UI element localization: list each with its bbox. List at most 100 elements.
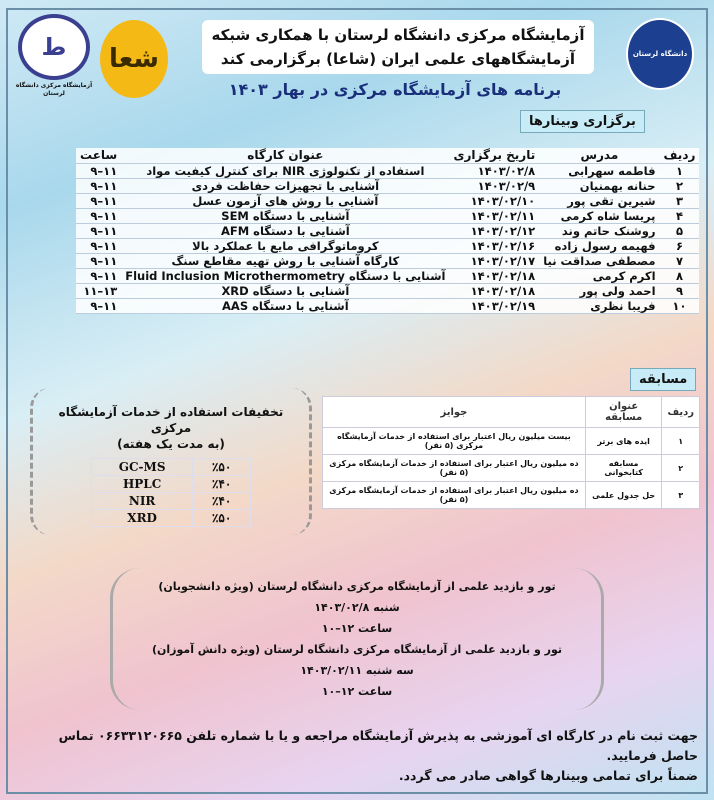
tour-line: سه شنبه ۱۴۰۳/۰۲/۱۱	[300, 664, 414, 677]
workshop-title: آشنایی با دستگاه XRD	[121, 283, 450, 299]
row-number: ۳	[659, 193, 700, 209]
time: ۹–۱۱	[76, 193, 122, 209]
col-header: ردیف	[659, 148, 700, 164]
time: ۹–۱۱	[76, 238, 122, 254]
col-header: مدرس	[539, 148, 660, 164]
instructor: مصطفی صداقت نیا	[539, 253, 660, 269]
table-header-row: ردیف عنوان مسابقه جوایز	[322, 396, 700, 428]
discount-percent: ٪۴۰	[192, 475, 251, 493]
prize: ده میلیون ریال اعتبار برای استفاده از خد…	[322, 454, 586, 482]
tour-line: تور و بازدید علمی از آزمایشگاه مرکزی دان…	[158, 580, 556, 593]
instructor: احمد ولی پور	[539, 283, 660, 299]
competition-title: ایده های برتر	[584, 427, 663, 455]
instructor: اکرم کرمی	[539, 268, 660, 284]
title-line-2: آزمایشگاههای علمی ایران (شاعا) برگزارمی …	[220, 50, 576, 68]
footer-registration-text: جهت ثبت نام در کارگاه ای آموزشی به پذیرش…	[58, 728, 698, 763]
instructor: فاطمه سهرابی	[539, 163, 660, 179]
row-number: ۷	[659, 253, 700, 269]
university-logo-text: دانشگاه لرستان	[632, 50, 688, 58]
page-subtitle: برنامه های آزمایشگاه مرکزی در بهار ۱۴۰۳	[228, 80, 562, 99]
instructor: فهیمه رسول زاده	[539, 238, 660, 254]
competition-title: حل جدول علمی	[584, 481, 663, 509]
tour-line: شنبه ۱۴۰۳/۰۲/۸	[314, 601, 400, 614]
webinars-tag: برگزاری وبینارها	[520, 110, 645, 133]
col-header: تاریخ برگزاری	[449, 148, 540, 164]
tour-line: ساعت ۱۲–۱۰	[321, 685, 393, 698]
date: ۱۴۰۳/۰۲/۸	[449, 163, 540, 179]
table-row: ۴ پریسا شاه کرمی ۱۴۰۳/۰۲/۱۱ آشنایی با دستگا…	[76, 208, 700, 224]
table-row: ۷ مصطفی صداقت نیا ۱۴۰۳/۰۲/۱۷ کارگاه آشنایی …	[76, 253, 700, 269]
prize: بیست میلیون ریال اعتبار برای استفاده از …	[322, 427, 586, 455]
shaa-logo: شعا	[100, 20, 168, 98]
table-row: HPLC ٪۴۰	[90, 475, 251, 493]
webinars-table: ردیف مدرس تاریخ برگزاری عنوان کارگاه ساع…	[76, 148, 700, 314]
title-box: آزمایشگاه مرکزی دانشگاه لرستان با همکاری…	[201, 20, 595, 74]
table-row: ۳ حل جدول علمی ده میلیون ریال اعتبار برای …	[322, 481, 700, 509]
table-row: ۸ اکرم کرمی ۱۴۰۳/۰۲/۱۸ آشنایی با دستگاه Flu…	[76, 268, 700, 284]
row-number: ۱۰	[659, 298, 700, 314]
table-row: ۹ احمد ولی پور ۱۴۰۳/۰۲/۱۸ آشنایی با دستگاه …	[76, 283, 700, 299]
title-line-1: آزمایشگاه مرکزی دانشگاه لرستان با همکاری…	[211, 26, 585, 44]
tour-line: تور و بازدید علمی از آزمایشگاه مرکزی دان…	[151, 643, 562, 656]
date: ۱۴۰۳/۰۲/۱۶	[449, 238, 540, 254]
table-row: ۱ ایده های برتر بیست میلیون ریال اعتبار بر…	[322, 427, 700, 455]
workshop-title: آشنایی با دستگاه Fluid Inclusion Microth…	[121, 268, 450, 284]
tour-line: ساعت ۱۲–۱۰	[321, 622, 393, 635]
table-row: GC-MS ٪۵۰	[90, 458, 251, 476]
table-row: ۱ فاطمه سهرابی ۱۴۰۳/۰۲/۸ استفاده از تکنولوژ…	[76, 163, 700, 179]
competition-tag: مسابقه	[630, 368, 697, 391]
row-number: ۱	[659, 163, 700, 179]
col-header: جوایز	[322, 396, 586, 428]
date: ۱۴۰۳/۰۲/۱۲	[449, 223, 540, 239]
discount-percent: ٪۵۰	[192, 509, 251, 527]
time: ۹–۱۱	[76, 208, 122, 224]
table-row: ۲ مسابقه کتابخوانی ده میلیون ریال اعتبار ب…	[322, 454, 700, 482]
instructor: حنانه بهمنیان	[539, 178, 660, 194]
row-number: ۶	[659, 238, 700, 254]
date: ۱۴۰۳/۰۲/۱۹	[449, 298, 540, 314]
tours-box: تور و بازدید علمی از آزمایشگاه مرکزی دان…	[110, 568, 604, 710]
table-header-row: ردیف مدرس تاریخ برگزاری عنوان کارگاه ساع…	[76, 148, 700, 164]
instrument: GC-MS	[90, 458, 194, 476]
footer-certificate-text: ضمناً برای تمامی وبینارها گواهی صادر می …	[398, 768, 698, 783]
date: ۱۴۰۳/۰۲/۱۰	[449, 193, 540, 209]
row-number: ۹	[659, 283, 700, 299]
table-row: ۵ روشنک حاتم وند ۱۴۰۳/۰۲/۱۲ آشنایی با دستگا…	[76, 223, 700, 239]
discounts-title: تخفیفات استفاده از خدمات آزمایشگاه مرکزی	[58, 405, 284, 435]
time: ۹–۱۱	[76, 298, 122, 314]
workshop-title: استفاده از تکنولوژی NIR برای کنترل کیفیت…	[121, 163, 450, 179]
col-header: ساعت	[76, 148, 122, 164]
footer: جهت ثبت نام در کارگاه ای آموزشی به پذیرش…	[18, 726, 698, 786]
row-number: ۴	[659, 208, 700, 224]
col-header: عنوان کارگاه	[121, 148, 450, 164]
time: ۹–۱۱	[76, 268, 122, 284]
table-row: ۱۰ فریبا نظری ۱۴۰۳/۰۲/۱۹ آشنایی با دستگاه A…	[76, 298, 700, 314]
title-area: آزمایشگاه مرکزی دانشگاه لرستان با همکاری…	[172, 20, 624, 74]
row-number: ۸	[659, 268, 700, 284]
instructor: روشنک حاتم وند	[539, 223, 660, 239]
competition-table: ردیف عنوان مسابقه جوایز ۱ ایده های برتر بی…	[322, 396, 700, 509]
instrument: XRD	[90, 509, 194, 527]
central-lab-logo-glyph: ط	[41, 33, 67, 61]
date: ۱۴۰۳/۰۲/۱۸	[449, 283, 540, 299]
time: ۹–۱۱	[76, 178, 122, 194]
discounts-subtitle: (به مدت یک هفته)	[117, 437, 225, 451]
date: ۱۴۰۳/۰۲/۹	[449, 178, 540, 194]
col-header: عنوان مسابقه	[584, 396, 663, 428]
date: ۱۴۰۳/۰۲/۱۱	[449, 208, 540, 224]
workshop-title: آشنایی با روش های آزمون عسل	[121, 193, 450, 209]
date: ۱۴۰۳/۰۲/۱۷	[449, 253, 540, 269]
instructor: فریبا نظری	[539, 298, 660, 314]
central-lab-logo-text: آزمایشگاه مرکزی دانشگاه لرستان	[15, 82, 93, 97]
table-row: NIR ٪۴۰	[90, 492, 251, 510]
col-header: ردیف	[661, 396, 700, 428]
prize: ده میلیون ریال اعتبار برای استفاده از خد…	[322, 481, 586, 509]
table-row: ۶ فهیمه رسول زاده ۱۴۰۳/۰۲/۱۶ کروماتوگرافی م…	[76, 238, 700, 254]
table-row: ۲ حنانه بهمنیان ۱۴۰۳/۰۲/۹ آشنایی با تجهیزات…	[76, 178, 700, 194]
central-lab-logo: ط	[18, 14, 90, 80]
instructor: شیرین تقی پور	[539, 193, 660, 209]
instructor: پریسا شاه کرمی	[539, 208, 660, 224]
competition-title: مسابقه کتابخوانی	[584, 454, 663, 482]
workshop-title: کارگاه آشنایی با روش تهیه مقاطع سنگ	[121, 253, 450, 269]
row-number: ۲	[661, 454, 700, 482]
